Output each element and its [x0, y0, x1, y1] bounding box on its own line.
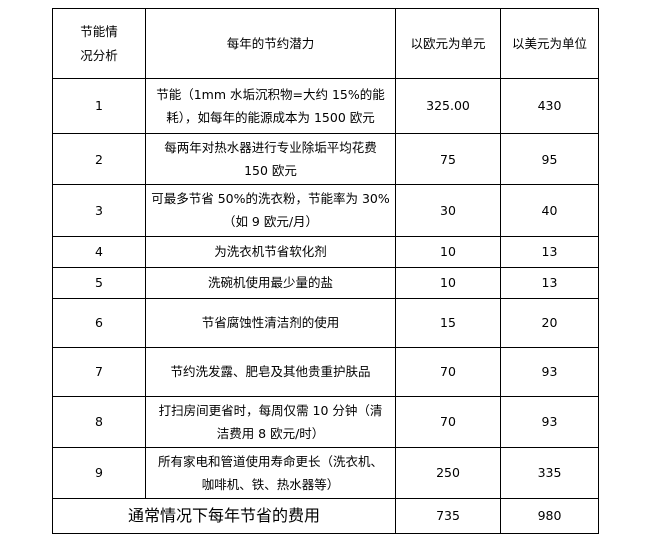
- row-value-usd: 40: [500, 184, 599, 237]
- row-index: 4: [52, 235, 146, 268]
- row-description: 所有家电和管道使用寿命更长（洗衣机、 咖啡机、铁、热水器等）: [145, 446, 396, 500]
- row-index: 2: [52, 132, 146, 186]
- row-description-line2: 咖啡机、铁、热水器等）: [201, 476, 340, 492]
- row-value-usd: 430: [500, 78, 599, 134]
- table-row: 6 节省腐蚀性清洁剂的使用 15 20: [52, 297, 599, 348]
- table-total-row: 通常情况下每年节省的费用 735 980: [52, 498, 599, 534]
- row-description-line2: 150 欧元: [244, 163, 297, 179]
- row-index: 8: [52, 395, 146, 448]
- row-index: 6: [52, 297, 146, 348]
- row-value-usd: 13: [500, 235, 599, 268]
- table-row: 9 所有家电和管道使用寿命更长（洗衣机、 咖啡机、铁、热水器等） 250 335: [52, 446, 599, 500]
- row-description-line2: 洁费用 8 欧元/时）: [216, 425, 325, 441]
- row-description: 可最多节省 50%的洗衣粉，节能率为 30% （如 9 欧元/月）: [145, 184, 396, 237]
- row-description-line1: 每两年对热水器进行专业除垢平均花费: [164, 140, 377, 155]
- table-row: 8 打扫房间更省时，每周仅需 10 分钟（清 洁费用 8 欧元/时） 70 93: [52, 395, 599, 448]
- row-value-usd: 95: [500, 132, 599, 186]
- row-value-usd: 93: [500, 346, 599, 397]
- header-index-line2: 况分析: [80, 47, 118, 63]
- row-value-eur: 10: [395, 266, 501, 299]
- row-value-usd: 335: [500, 446, 599, 500]
- row-value-eur: 250: [395, 446, 501, 500]
- row-description: 节省腐蚀性清洁剂的使用: [145, 297, 396, 348]
- row-description-line2: 耗），如每年的能源成本为 1500 欧元: [166, 110, 375, 125]
- row-value-eur: 10: [395, 235, 501, 268]
- table-row: 7 节约洗发露、肥皂及其他贵重护肤品 70 93: [52, 346, 599, 397]
- row-value-eur: 75: [395, 132, 501, 186]
- row-description: 每两年对热水器进行专业除垢平均花费 150 欧元: [145, 132, 396, 186]
- table-row: 3 可最多节省 50%的洗衣粉，节能率为 30% （如 9 欧元/月） 30 4…: [52, 184, 599, 237]
- row-description-line1: 节能（1mm 水垢沉积物=大约 15%的能: [156, 86, 385, 102]
- row-index: 1: [52, 78, 146, 134]
- row-value-usd: 93: [500, 395, 599, 448]
- table-row: 4 为洗衣机节省软化剂 10 13: [52, 235, 599, 268]
- row-description: 洗碗机使用最少量的盐: [145, 266, 396, 299]
- row-description: 节能（1mm 水垢沉积物=大约 15%的能 耗），如每年的能源成本为 1500 …: [145, 78, 396, 134]
- row-description: 节约洗发露、肥皂及其他贵重护肤品: [145, 346, 396, 397]
- row-description-line2: （如 9 欧元/月）: [222, 214, 319, 230]
- header-cell-usd: 以美元为单位: [500, 8, 599, 79]
- row-value-eur: 30: [395, 184, 501, 237]
- row-description-line1: 所有家电和管道使用寿命更长（洗衣机、: [157, 453, 383, 469]
- row-description-line1: 可最多节省 50%的洗衣粉，节能率为 30%: [151, 191, 390, 207]
- table-header-row: 节能情 况分析 每年的节约潜力 以欧元为单元 以美元为单位: [52, 8, 599, 79]
- row-value-usd: 20: [500, 297, 599, 348]
- header-cell-description: 每年的节约潜力: [145, 8, 396, 79]
- row-value-usd: 13: [500, 266, 599, 299]
- header-cell-eur: 以欧元为单元: [395, 8, 501, 79]
- row-index: 9: [52, 446, 146, 500]
- row-index: 7: [52, 346, 146, 397]
- page-root: 节能情 况分析 每年的节约潜力 以欧元为单元 以美元为单位 1 节能（1mm 水…: [52, 8, 599, 534]
- total-label: 通常情况下每年节省的费用: [52, 498, 396, 534]
- header-cell-index: 节能情 况分析: [52, 8, 146, 79]
- row-value-eur: 70: [395, 346, 501, 397]
- row-description: 为洗衣机节省软化剂: [145, 235, 396, 268]
- row-index: 5: [52, 266, 146, 299]
- row-index: 3: [52, 184, 146, 237]
- row-description: 打扫房间更省时，每周仅需 10 分钟（清 洁费用 8 欧元/时）: [145, 395, 396, 448]
- table-row: 1 节能（1mm 水垢沉积物=大约 15%的能 耗），如每年的能源成本为 150…: [52, 78, 599, 134]
- table-row: 5 洗碗机使用最少量的盐 10 13: [52, 266, 599, 299]
- row-value-eur: 325.00: [395, 78, 501, 134]
- energy-savings-table: 节能情 况分析 每年的节约潜力 以欧元为单元 以美元为单位 1 节能（1mm 水…: [52, 8, 599, 534]
- row-value-eur: 70: [395, 395, 501, 448]
- total-value-usd: 980: [500, 498, 599, 534]
- table-row: 2 每两年对热水器进行专业除垢平均花费 150 欧元 75 95: [52, 132, 599, 186]
- total-value-eur: 735: [395, 498, 501, 534]
- row-value-eur: 15: [395, 297, 501, 348]
- header-index-line1: 节能情: [80, 23, 118, 39]
- row-description-line1: 打扫房间更省时，每周仅需 10 分钟（清: [158, 402, 383, 418]
